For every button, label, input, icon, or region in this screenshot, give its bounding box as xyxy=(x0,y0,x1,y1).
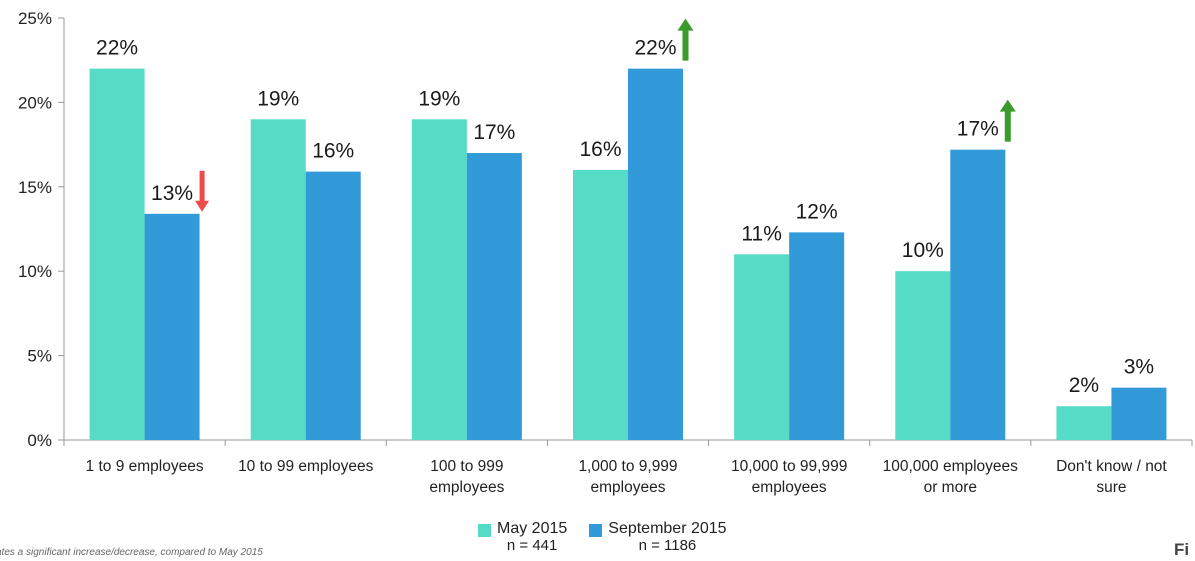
data-label-may-2015: 10% xyxy=(902,239,944,262)
bar-may-2015 xyxy=(411,119,467,440)
bar-may-2015 xyxy=(573,169,628,441)
data-label-september-2015: 17% xyxy=(957,118,999,141)
legend-label-may-2015: May 2015 xyxy=(497,520,568,537)
x-tick-label: 100,000 employees or more xyxy=(883,458,1019,496)
legend: May 2015 n = 441 September 2015 n = 1186 xyxy=(478,520,727,554)
x-tick-label: 10,000 to 99,999 employees xyxy=(731,458,847,496)
arrow-up-icon xyxy=(999,99,1016,142)
bar-september-2015 xyxy=(789,232,845,440)
bar-may-2015 xyxy=(250,119,306,440)
data-label-september-2015: 13% xyxy=(151,182,193,205)
bar-september-2015 xyxy=(1111,387,1167,440)
x-tick-label: 100 to 999 employees xyxy=(429,458,504,496)
y-axis: 0% 5% 10% 15% 20% 25% xyxy=(18,9,65,450)
data-label-may-2015: 22% xyxy=(96,37,138,60)
data-label-may-2015: 16% xyxy=(579,138,621,161)
legend-label-september-2015: September 2015 xyxy=(608,520,727,537)
x-tick-label: Don't know / not sure xyxy=(1056,458,1167,496)
x-tick-label: 10 to 99 employees xyxy=(238,458,374,475)
arrow-down-icon xyxy=(195,170,210,212)
data-label-may-2015: 19% xyxy=(257,87,299,110)
legend-n-september-2015: n = 1186 xyxy=(638,537,697,554)
figure-label: Fi xyxy=(1174,540,1190,559)
y-tick-label: 0% xyxy=(27,431,52,450)
significance-arrows xyxy=(195,18,1016,212)
legend-item-september-2015: September 2015 n = 1186 xyxy=(589,520,727,554)
legend-swatch-may-2015 xyxy=(478,524,491,537)
data-label-september-2015: 12% xyxy=(796,200,838,223)
y-tick-label: 20% xyxy=(18,93,52,112)
y-tick-label: 5% xyxy=(27,347,52,366)
legend-swatch-september-2015 xyxy=(589,524,603,537)
legend-item-may-2015: May 2015 n = 441 xyxy=(478,520,567,554)
x-tick-label: 1 to 9 employees xyxy=(86,458,204,475)
bar-may-2015 xyxy=(734,254,790,440)
data-label-september-2015: 17% xyxy=(473,121,515,144)
bar-september-2015 xyxy=(950,149,1006,440)
bar-chart: 0% 5% 10% 15% 20% 25% 1 to 9 employees 10 to 9… xyxy=(18,9,1193,496)
bar-september-2015 xyxy=(144,213,200,440)
data-label-may-2015: 19% xyxy=(418,87,460,110)
data-label-september-2015: 3% xyxy=(1124,356,1154,379)
bar-september-2015 xyxy=(305,171,361,440)
x-axis: 1 to 9 employees 10 to 99 employees 100 to… xyxy=(63,439,1193,496)
bar-may-2015 xyxy=(1056,406,1112,440)
x-tick-label: 1,000 to 9,999 employees xyxy=(578,458,677,496)
footnote: ates a significant increase/decrease, co… xyxy=(0,547,263,558)
bars xyxy=(89,68,1167,441)
bar-september-2015 xyxy=(466,153,522,441)
y-tick-label: 25% xyxy=(18,9,52,28)
data-label-september-2015: 22% xyxy=(634,37,676,60)
data-labels: 22% 13% 19% 16% 19% 17% 16% 22% 11% 12% 10% 17% 2% 3% xyxy=(96,37,1154,398)
bar-may-2015 xyxy=(895,271,951,440)
data-label-may-2015: 2% xyxy=(1069,374,1099,397)
legend-n-may-2015: n = 441 xyxy=(506,537,558,554)
arrow-up-icon xyxy=(677,18,694,61)
y-tick-label: 10% xyxy=(18,262,52,281)
bar-september-2015 xyxy=(628,68,683,440)
y-tick-label: 15% xyxy=(18,178,52,197)
bar-may-2015 xyxy=(89,68,145,440)
data-label-may-2015: 11% xyxy=(741,222,781,245)
data-label-september-2015: 16% xyxy=(312,140,354,163)
